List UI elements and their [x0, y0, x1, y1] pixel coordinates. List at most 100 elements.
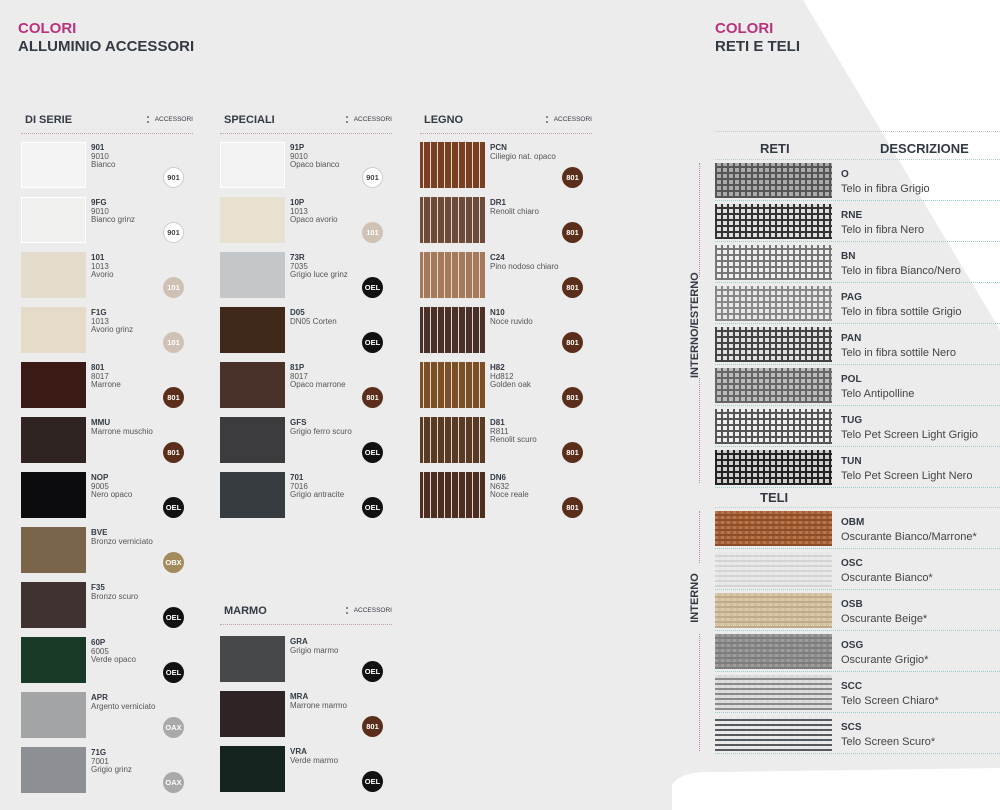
fabric-row: OSC Oscurante Bianco*	[715, 552, 1000, 590]
accessory-badge: OEL	[362, 332, 383, 353]
color-name: Avorio grinz	[91, 325, 134, 334]
color-info: APR Argento verniciato	[91, 693, 156, 711]
color-name: Verde opaco	[91, 655, 136, 664]
fabric-row: OBM Oscurante Bianco/Marrone*	[715, 511, 1000, 549]
ral-code: 7001	[91, 756, 109, 766]
accessory-badge: OEL	[163, 607, 184, 628]
color-item: 81P 8017 Opaco marrone 801	[220, 362, 392, 410]
color-info: F1G 1013 Avorio grinz	[91, 308, 134, 335]
color-code: 101	[91, 253, 105, 262]
fabric-swatch	[715, 552, 832, 587]
color-info: DN6 N632 Noce reale	[490, 473, 529, 500]
ral-code: 8017	[290, 371, 308, 381]
net-row: PAN Telo in fibra sottile Nero	[715, 327, 1000, 365]
color-item: DN6 N632 Noce reale 801	[420, 472, 592, 520]
net-swatch	[715, 409, 832, 444]
color-info: D05 DN05 Corten	[290, 308, 337, 326]
net-row: BN Telo in fibra Bianco/Nero	[715, 245, 1000, 283]
accessory-badge: OAX	[163, 772, 184, 793]
color-item: VRA Verde marmo OEL	[220, 746, 392, 794]
color-code: VRA	[290, 747, 307, 756]
color-name: Grigio luce grinz	[290, 270, 348, 279]
color-swatch	[420, 252, 485, 298]
color-item: 71G 7001 Grigio grinz OAX	[21, 747, 193, 795]
ral-code: N632	[490, 481, 510, 491]
ral-code: 1013	[91, 316, 109, 326]
column-header-marmo: MARMO ACCESSORI	[220, 605, 392, 625]
color-info: 60P 6005 Verde opaco	[91, 638, 136, 665]
color-code: DN6	[490, 473, 507, 482]
color-code: BVE	[91, 528, 108, 537]
item-description: Telo Pet Screen Light Nero	[841, 470, 973, 482]
color-info: DR1 Renolit chiaro	[490, 198, 539, 216]
ral-code: 9010	[91, 151, 109, 161]
color-swatch	[21, 252, 86, 298]
color-item: BVE Bronzo verniciato OBX	[21, 527, 193, 575]
color-info: 901 9010 Bianco	[91, 143, 115, 170]
fabric-swatch	[715, 511, 832, 546]
color-swatch	[21, 362, 86, 408]
ral-code: 7035	[290, 261, 308, 271]
title-reti-e-teli: RETI E TELI	[715, 38, 801, 55]
net-row: PAG Telo in fibra sottile Grigio	[715, 286, 1000, 324]
color-swatch	[21, 527, 86, 573]
accessory-badge: OAX	[163, 717, 184, 738]
fabric-swatch	[715, 675, 832, 710]
item-code: OSC	[841, 558, 863, 569]
color-code: 91P	[290, 143, 305, 152]
color-info: GRA Grigio marmo	[290, 637, 338, 655]
fabric-swatch	[715, 593, 832, 628]
left-title: COLORI ALLUMINIO ACCESSORI	[18, 20, 194, 56]
color-code: F35	[91, 583, 105, 592]
accessory-badge: 801	[562, 277, 583, 298]
accessori-label: ACCESSORI	[345, 607, 392, 614]
item-description: Telo in fibra Bianco/Nero	[841, 265, 961, 277]
label-interno: INTERNO	[689, 563, 701, 633]
ral-code: Hd812	[490, 371, 514, 381]
net-swatch	[715, 245, 832, 280]
column-heading: SPECIALI	[224, 114, 275, 126]
color-swatch	[220, 417, 285, 463]
color-name: Argento verniciato	[91, 701, 156, 711]
color-code: 701	[290, 473, 304, 482]
color-info: MRA Marrone marmo	[290, 692, 347, 710]
color-name: Marrone	[91, 380, 121, 389]
ral-code: R811	[490, 426, 509, 436]
accessory-badge: 801	[562, 332, 583, 353]
ral-code: 9010	[91, 206, 109, 216]
net-row: POL Telo Antipolline	[715, 368, 1000, 406]
title-colori: COLORI	[715, 20, 774, 37]
ral-code: 9010	[290, 151, 308, 161]
color-item: MMU Marrone muschio 801	[21, 417, 193, 465]
ral-code: 1013	[91, 261, 109, 271]
net-row: RNE Telo in fibra Nero	[715, 204, 1000, 242]
label-interno-esterno: INTERNO/ESTERNO	[689, 272, 701, 378]
accessory-badge: 801	[362, 716, 383, 737]
column-heading: LEGNO	[424, 114, 464, 126]
color-item: APR Argento verniciato OAX	[21, 692, 193, 740]
color-swatch	[220, 142, 285, 188]
color-info: F35 Bronzo scuro	[91, 583, 139, 601]
color-code: 801	[91, 363, 105, 372]
accessory-badge: OEL	[362, 442, 383, 463]
accessory-badge: 801	[562, 167, 583, 188]
color-code: H82	[490, 363, 505, 372]
color-item: 9FG 9010 Bianco grinz 901	[21, 197, 193, 245]
item-description: Telo in fibra Grigio	[841, 183, 930, 195]
accessory-badge: OBX	[163, 552, 184, 573]
color-item: 91P 9010 Opaco bianco 901	[220, 142, 392, 190]
color-swatch	[220, 197, 285, 243]
net-swatch	[715, 368, 832, 403]
color-swatch	[220, 307, 285, 353]
color-item: MRA Marrone marmo 801	[220, 691, 392, 739]
color-name: Bronzo scuro	[91, 591, 139, 601]
accessori-label: ACCESSORI	[345, 116, 392, 123]
color-code: 71G	[91, 748, 107, 757]
color-info: N10 Noce ruvido	[490, 308, 533, 326]
color-item: N10 Noce ruvido 801	[420, 307, 592, 355]
color-name: Grigio grinz	[91, 765, 132, 774]
item-code: TUN	[841, 456, 862, 467]
column-header-legno: LEGNO ACCESSORI	[420, 114, 592, 134]
accessory-badge: OEL	[362, 277, 383, 298]
accessory-badge: 801	[562, 222, 583, 243]
